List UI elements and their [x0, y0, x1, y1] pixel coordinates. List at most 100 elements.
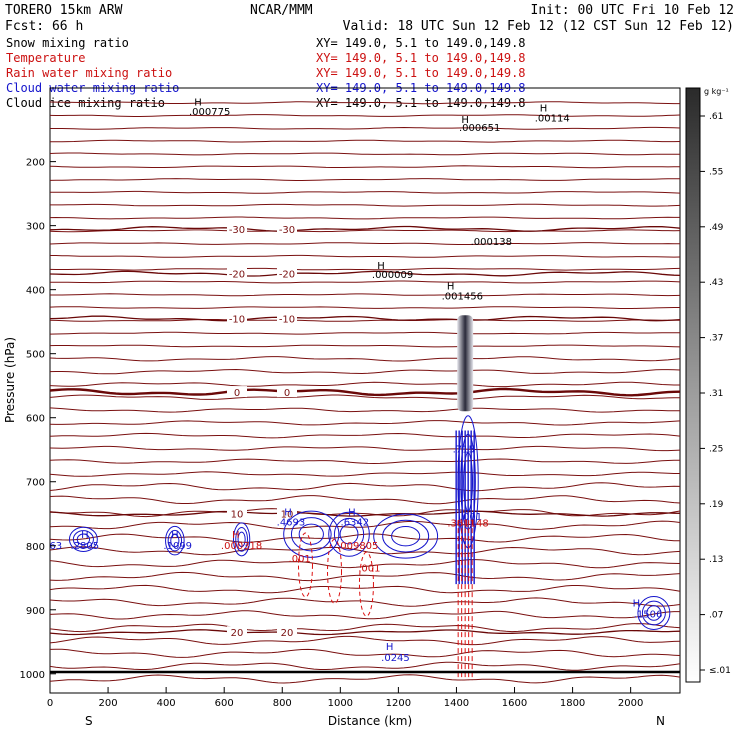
y-tick-label: 700 [26, 478, 45, 489]
isotherm-line [49, 318, 680, 322]
cloud-water-contour [170, 533, 180, 548]
isotherm-line [49, 190, 681, 194]
isotherm-line [49, 635, 681, 646]
isotherm-label: -20 [229, 270, 245, 281]
isotherm-label-bg [227, 222, 247, 234]
contour-annotation: 63 [49, 541, 62, 552]
isotherm-line [49, 216, 680, 220]
rain-water-contour [297, 532, 313, 598]
isotherm-line [49, 178, 680, 181]
isotherm-line [49, 432, 681, 439]
isotherm-line [50, 139, 681, 143]
isotherm-label-bg [277, 222, 297, 234]
contour-annotation: .001456 [442, 291, 483, 302]
rain-water-contours [297, 520, 473, 681]
cloud-water-contour [165, 525, 185, 556]
isotherm-line [50, 254, 681, 258]
cloud-water-contour [72, 530, 94, 549]
colorbar-ticks: ≤.01 .07 .13 .19 .25 .31 .37 .43 .49 .55 .61 [700, 112, 731, 676]
isotherm-label: 0 [284, 388, 290, 399]
cloud-water-contour [167, 529, 183, 552]
contour-annotation: .6342 [341, 517, 370, 528]
x-tick-label: 1600 [502, 698, 527, 709]
cloud-water-contour [232, 522, 251, 557]
cloud-water-contour [641, 600, 666, 626]
header-org: NCAR/MMM [250, 3, 313, 18]
y-tick-label: 900 [26, 606, 45, 617]
y-tick-label: 300 [26, 222, 45, 233]
isotherm-line [49, 306, 680, 309]
isotherm-line [49, 610, 680, 620]
x-tick-label: 600 [215, 698, 234, 709]
isotherm-line [49, 661, 681, 671]
cloud-water-contour [333, 517, 365, 551]
header-valid: Valid: 18 UTC Sun 12 Feb 12 (12 CST Sun … [343, 19, 734, 34]
isotherm-label: -30 [229, 225, 245, 236]
cloud-water-contour [68, 526, 98, 552]
cloud-water-contour [283, 510, 340, 558]
contour-annotation: .2805 [71, 541, 100, 552]
colorbar-label: .13 [709, 555, 723, 565]
legend: Snow mixing ratio XY= 149.0, 5.1 to 149.… [6, 36, 526, 110]
contour-annotation: H [377, 261, 385, 272]
y-tick-label: 1000 [20, 670, 45, 681]
colorbar-unit: g kg⁻¹ [704, 87, 729, 96]
isotherm-label: -30 [279, 225, 295, 236]
contour-annotation: .000318 [221, 541, 262, 552]
y-tick-label: 800 [26, 542, 45, 553]
legend-temperature-name: Temperature [6, 51, 85, 65]
x-end-label-south: S [85, 714, 93, 728]
isotherm-line [49, 165, 681, 169]
isotherm-label: 20 [281, 628, 294, 639]
colorbar-label: .07 [709, 611, 723, 621]
isotherm-label: -20 [279, 270, 295, 281]
contour-annotation: .715 [453, 444, 475, 455]
isotherm-label: 10 [231, 510, 244, 521]
isotherm-line [49, 394, 680, 400]
cloud-water-contour [339, 524, 359, 545]
legend-cloudice-name: Cloud ice mixing ratio [6, 96, 165, 110]
header-model: TORERO 15km ARW [5, 3, 123, 18]
contour-annotation: H [81, 530, 89, 541]
isotherm-labelled-line [49, 387, 681, 397]
legend-temperature-xy: XY= 149.0, 5.1 to 149.0,149.8 [316, 51, 526, 65]
x-tick-label: 1000 [328, 698, 353, 709]
isotherm-line [49, 280, 681, 284]
legend-snow-xy: XY= 149.0, 5.1 to 149.0,149.8 [316, 36, 526, 50]
contour-annotation: H [386, 642, 394, 653]
isotherm-line [49, 482, 681, 492]
isotherm-label: 10 [281, 510, 294, 521]
x-end-label-north: N [656, 714, 665, 728]
isotherm-line [49, 571, 681, 582]
isotherm-label-bg [227, 626, 247, 638]
isotherm-label-bg [227, 267, 247, 279]
cloud-water-contour [382, 519, 430, 553]
colorbar: ≤.01 .07 .13 .19 .25 .31 .37 .43 .49 .55 .61 g kg⁻… [685, 87, 731, 683]
isotherm-line [50, 126, 681, 130]
isotherm-line [49, 229, 681, 233]
rain-water-contour [327, 538, 343, 604]
contour-annotation: H [194, 97, 202, 108]
y-axis: 200 300 400 500 600 700 800 900 1000 [20, 158, 56, 681]
isotherm-line [49, 114, 681, 117]
colorbar-label: .25 [709, 444, 723, 454]
cloud-water-contour [237, 531, 246, 548]
isotherm-label: -10 [229, 314, 245, 325]
isotherm-line [49, 597, 681, 607]
cloud-water-contour [646, 605, 662, 621]
contour-annotation: .00114 [535, 113, 570, 124]
snow-mixing-column [457, 315, 474, 412]
contour-annotation: .009805 [337, 541, 378, 552]
isotherm-line [49, 495, 681, 505]
isotherm-line [49, 458, 681, 465]
colorbar-label: .31 [709, 389, 723, 399]
contour-annotation: .361148 [447, 519, 488, 530]
contour-annotation: H [447, 282, 455, 293]
x-tick-label: 0 [47, 698, 53, 709]
contour-annotation: .001 [289, 554, 311, 565]
contour-annotation: .000775 [189, 107, 230, 118]
isotherm-label-bg [277, 267, 297, 279]
isotherm-line [49, 546, 681, 556]
contour-annotation: .1506 [634, 609, 663, 620]
